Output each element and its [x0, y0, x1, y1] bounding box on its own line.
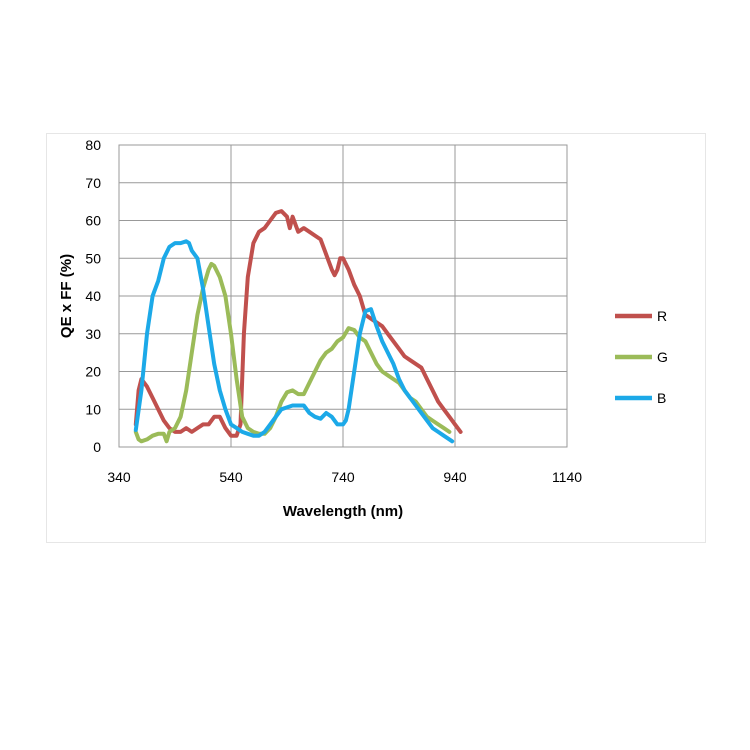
y-tick-label: 70 [85, 175, 101, 191]
grid [119, 145, 567, 447]
y-axis-title: QE x FF (%) [58, 254, 75, 338]
series-lines [133, 209, 463, 444]
chart-frame: 0 10 20 30 40 50 60 70 80 340 540 740 940 1140 R G B W… [46, 133, 706, 543]
y-tick-label: 50 [85, 250, 101, 266]
series-line-r [133, 209, 463, 438]
x-tick-label: 1140 [552, 469, 582, 485]
x-tick-label: 940 [443, 469, 467, 485]
x-tick-labels: 340 540 740 940 1140 [107, 469, 582, 485]
y-tick-label: 40 [85, 288, 101, 304]
legend-label-g: G [657, 349, 668, 365]
y-tick-labels: 0 10 20 30 40 50 60 70 80 [85, 137, 101, 455]
legend-label-b: B [657, 390, 666, 406]
y-tick-label: 20 [85, 364, 101, 380]
series-line-g [133, 261, 452, 444]
series-line-b [133, 239, 455, 444]
y-tick-label: 30 [85, 326, 101, 342]
x-axis-title: Wavelength (nm) [283, 503, 403, 520]
legend-label-r: R [657, 308, 667, 324]
y-tick-label: 10 [85, 401, 101, 417]
chart-svg: 0 10 20 30 40 50 60 70 80 340 540 740 940 1140 R G B W… [58, 137, 668, 520]
x-tick-label: 540 [219, 469, 243, 485]
y-tick-label: 80 [85, 137, 101, 153]
x-tick-label: 740 [331, 469, 355, 485]
legend: R G B [615, 308, 668, 406]
y-tick-label: 0 [93, 439, 101, 455]
y-tick-label: 60 [85, 213, 101, 229]
x-tick-label: 340 [107, 469, 131, 485]
